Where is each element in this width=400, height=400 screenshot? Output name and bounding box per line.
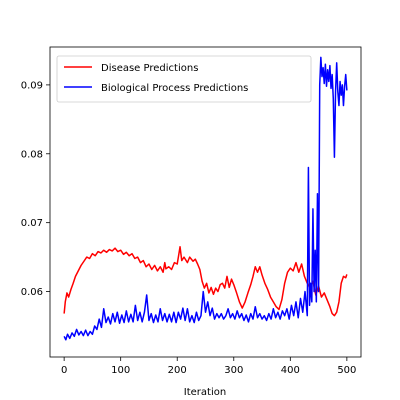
x-tick-label: 0	[61, 365, 67, 376]
x-tick-label: 200	[168, 365, 187, 376]
y-axis: 0.06 0.07 0.08 0.09	[21, 80, 50, 298]
series-line-disease	[63, 246, 348, 317]
x-tick-label: 100	[111, 365, 130, 376]
x-tick-label: 400	[281, 365, 300, 376]
plot-lines	[63, 56, 348, 341]
y-tick-label: 0.06	[21, 287, 43, 298]
legend: Disease Predictions Biological Process P…	[56, 55, 312, 103]
x-tick-label: 300	[224, 365, 243, 376]
y-tick-label: 0.07	[21, 218, 43, 229]
x-axis-label: Iteration	[184, 387, 226, 398]
legend-label-biological-process: Biological Process Predictions	[101, 83, 248, 94]
plot-frame	[49, 46, 362, 358]
x-tick-label: 500	[337, 365, 356, 376]
y-tick-label: 0.09	[21, 80, 43, 91]
x-axis: 0 100 200 300 400 500	[61, 357, 356, 376]
series-line-biological-process	[63, 56, 348, 341]
legend-label-disease: Disease Predictions	[101, 63, 198, 74]
legend-box	[56, 55, 312, 103]
y-tick-label: 0.08	[21, 149, 43, 160]
